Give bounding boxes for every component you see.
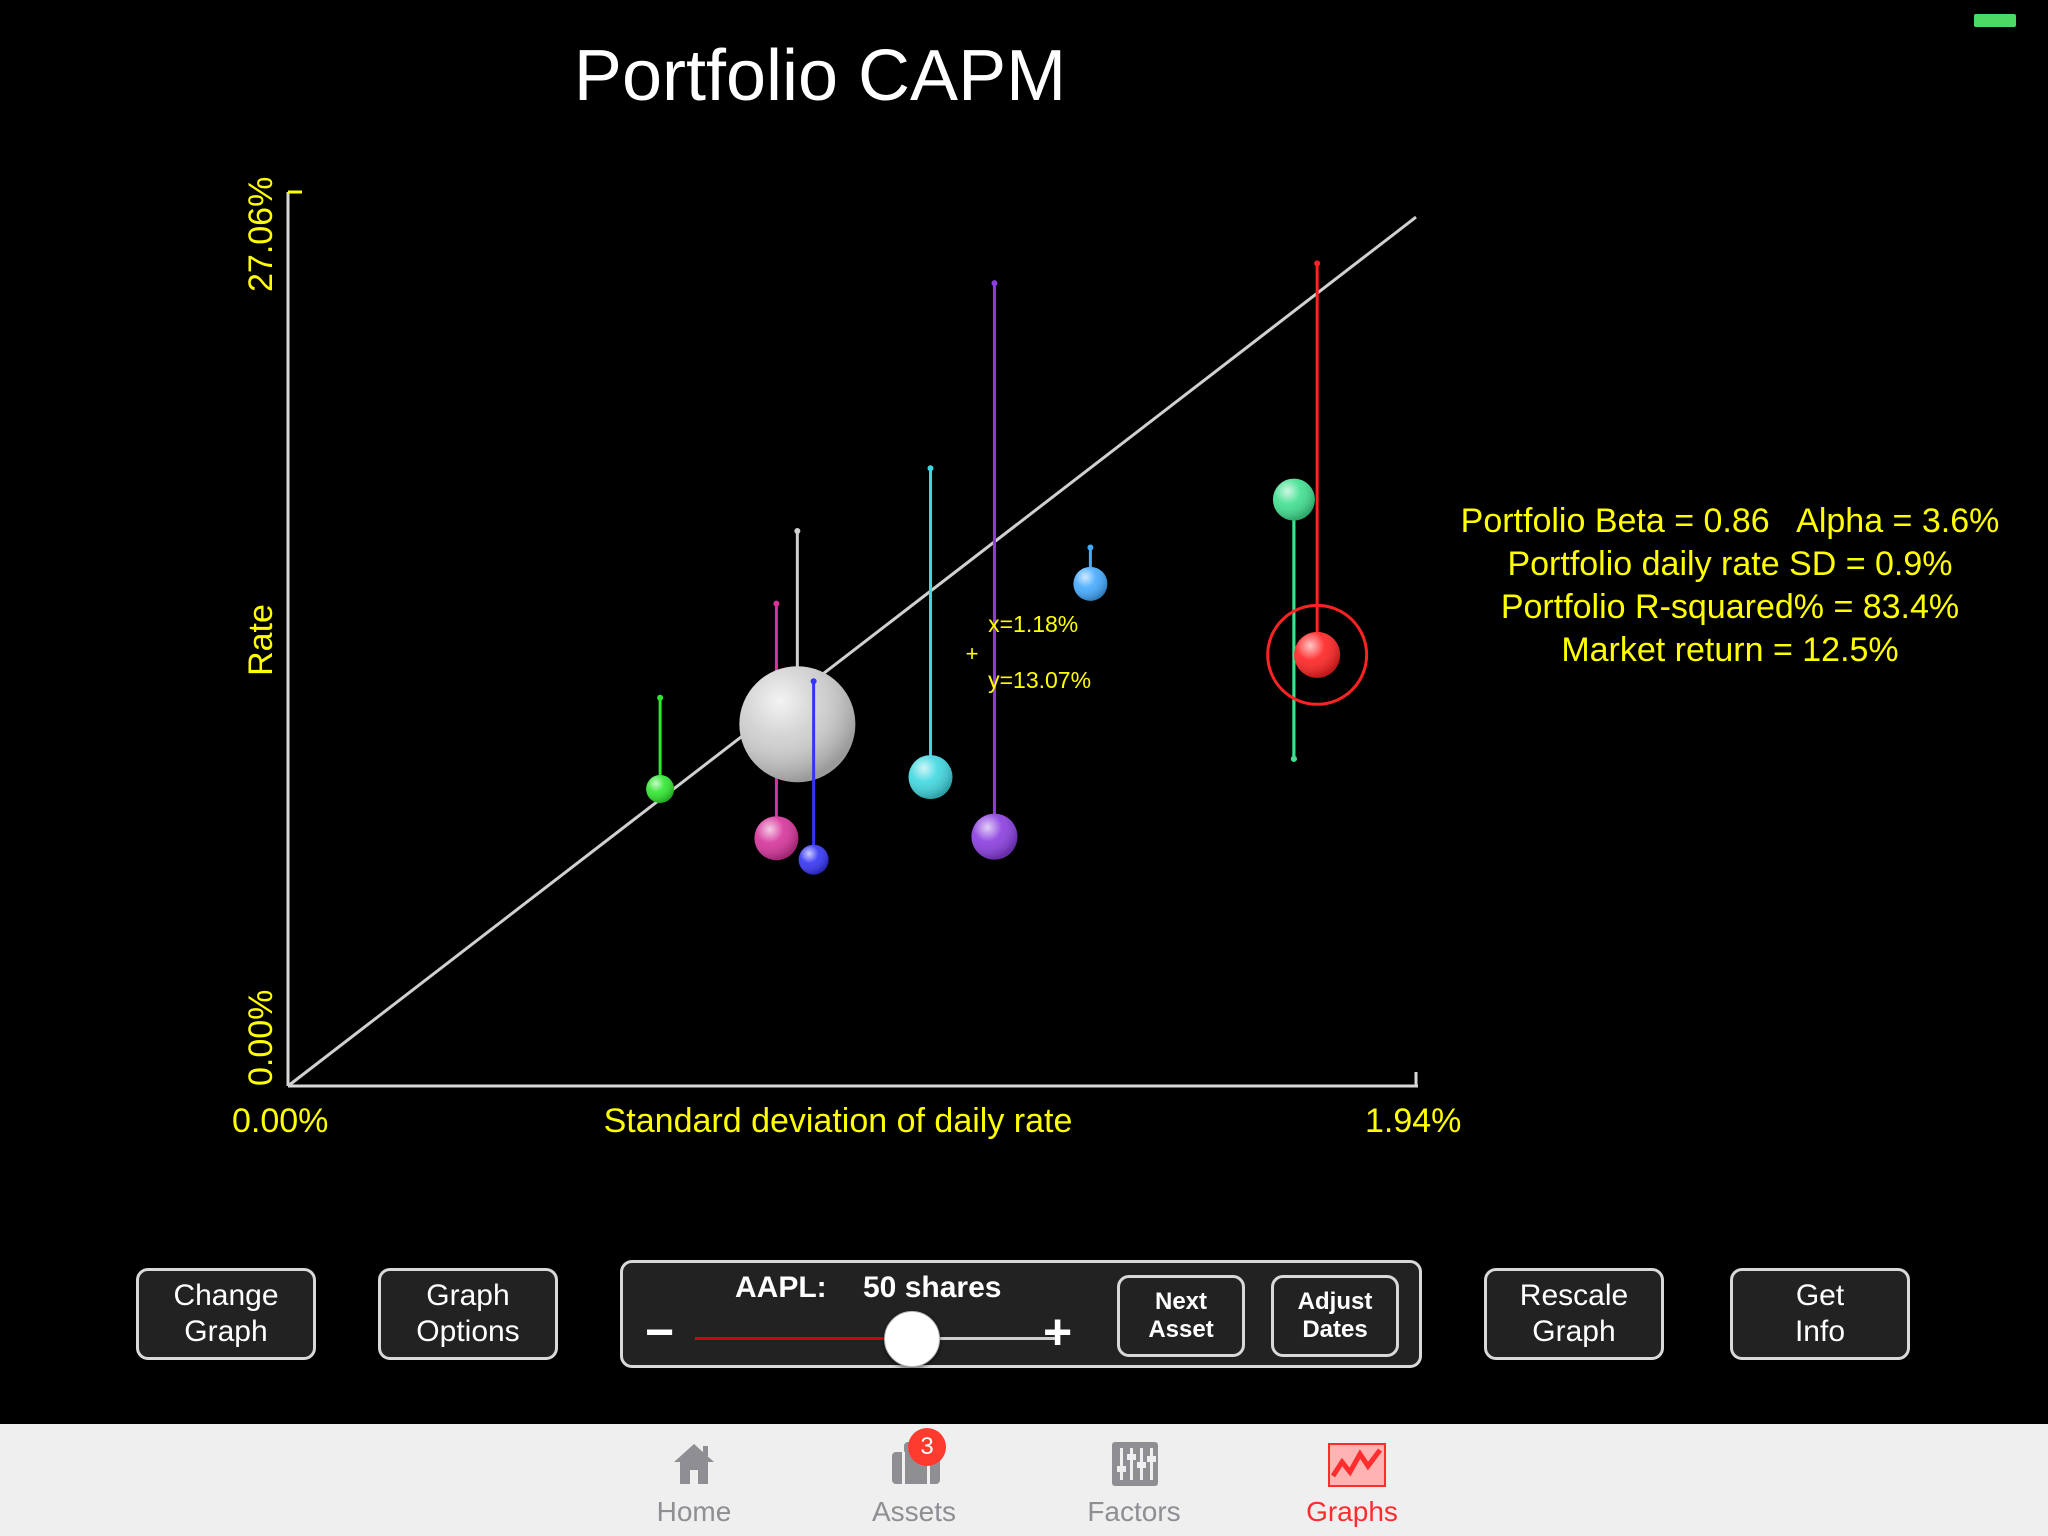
shares-slider-thumb[interactable]	[884, 1311, 940, 1367]
point-stem-end	[810, 678, 817, 685]
get-info-button[interactable]: Get Info	[1730, 1268, 1910, 1360]
rescale-label-2: Graph	[1532, 1315, 1616, 1348]
point-stem-end	[657, 694, 664, 701]
asset-point[interactable]	[798, 678, 829, 875]
change-graph-label-1: Change	[173, 1279, 279, 1312]
tab-home[interactable]: Home	[614, 1424, 774, 1536]
point-marker-shine	[739, 666, 856, 783]
asset-point[interactable]	[1272, 478, 1315, 762]
adjust-dates-label-2: Dates	[1302, 1316, 1368, 1343]
sliders-icon	[1112, 1442, 1158, 1486]
x-max-label: 1.94%	[1365, 1102, 1461, 1140]
point-marker-shine	[908, 755, 953, 800]
asset-point[interactable]	[1073, 544, 1108, 601]
adjust-dates-label-1: Adjust	[1297, 1288, 1373, 1315]
change-graph-button[interactable]: Change Graph	[136, 1268, 316, 1360]
point-marker-shine	[646, 774, 675, 803]
selected-ring	[1266, 603, 1369, 706]
point-stem-end	[927, 465, 934, 472]
graph-options-button[interactable]: Graph Options	[378, 1268, 558, 1360]
assets-badge: 3	[908, 1428, 946, 1466]
tab-factors[interactable]: Factors	[1054, 1424, 1214, 1536]
point-stem-end	[1087, 544, 1094, 551]
asset-point[interactable]	[739, 527, 856, 783]
next-asset-label-1: Next	[1154, 1288, 1208, 1315]
rescale-label-1: Rescale	[1519, 1279, 1629, 1312]
home-icon	[674, 1444, 714, 1484]
tab-assets[interactable]: 3 Assets	[834, 1424, 994, 1536]
next-asset-button[interactable]: Next Asset	[1117, 1275, 1245, 1357]
point-marker-shine	[1272, 478, 1315, 521]
point-marker-shine	[971, 813, 1018, 860]
tab-bar: Home 3 Assets Factors Graphs	[0, 1424, 2048, 1536]
point-stem-end	[773, 600, 780, 607]
point-stem-end	[794, 527, 801, 534]
security-market-line	[287, 215, 1417, 1088]
share-adjuster: AAPL: 50 shares − + Next Asset Adjust Da…	[620, 1260, 1422, 1368]
increase-shares-button[interactable]: +	[1043, 1304, 1073, 1360]
asset-point[interactable]	[971, 280, 1018, 860]
battery-indicator	[1974, 14, 2016, 27]
page-title: Portfolio CAPM	[573, 36, 1067, 116]
adjust-dates-button[interactable]: Adjust Dates	[1271, 1275, 1399, 1357]
portfolio-stats: Portfolio Beta = 0.86 Alpha = 3.6% Portf…	[1420, 500, 2040, 672]
decrease-shares-button[interactable]: −	[645, 1304, 675, 1360]
asset-point[interactable]	[646, 694, 675, 803]
rescale-graph-button[interactable]: Rescale Graph	[1484, 1268, 1664, 1360]
x-axis-label: Standard deviation of daily rate	[604, 1102, 1073, 1140]
point-marker-shine	[754, 816, 799, 861]
point-marker-shine	[798, 844, 829, 875]
point-marker-shine	[1073, 566, 1108, 601]
y-axis-label: Rate	[242, 604, 280, 676]
slider-track-empty	[911, 1337, 1055, 1340]
get-info-label-1: Get	[1795, 1279, 1845, 1312]
graph-options-label-1: Graph	[426, 1279, 510, 1312]
y-max-label: 27.06%	[242, 177, 280, 292]
tab-home-label: Home	[656, 1496, 732, 1527]
stats-r-squared: Portfolio R-squared% = 83.4%	[1500, 588, 1960, 626]
graph-options-label-2: Options	[416, 1315, 520, 1348]
stats-sd: Portfolio daily rate SD = 0.9%	[1507, 545, 1953, 583]
change-graph-label-2: Graph	[184, 1315, 268, 1348]
slider-track-filled	[695, 1337, 911, 1340]
point-stem-lower-end	[1290, 755, 1297, 762]
y-min-label: 0.00%	[242, 990, 280, 1086]
point-stem-end	[1314, 260, 1321, 267]
get-info-label-2: Info	[1794, 1315, 1846, 1348]
cursor-x-label: x=1.18%	[988, 611, 1078, 637]
asset-point[interactable]	[908, 465, 953, 800]
stats-market-return: Market return = 12.5%	[1561, 631, 1899, 669]
next-asset-label-2: Asset	[1148, 1316, 1214, 1343]
tab-graphs-label: Graphs	[1306, 1496, 1398, 1527]
point-stem-end	[991, 280, 998, 287]
graph-icon	[1328, 1443, 1386, 1487]
stats-beta-alpha: Portfolio Beta = 0.86 Alpha = 3.6%	[1460, 502, 2000, 540]
asset-points	[646, 260, 1369, 875]
x-min-label: 0.00%	[232, 1102, 328, 1140]
cursor-crosshair: +	[966, 641, 979, 666]
asset-point[interactable]	[1266, 260, 1369, 706]
tab-factors-label: Factors	[1087, 1496, 1181, 1527]
point-marker-shine	[1294, 631, 1341, 678]
asset-ticker-label: AAPL:	[735, 1271, 827, 1304]
tab-graphs[interactable]: Graphs	[1272, 1424, 1432, 1536]
shares-count-label: 50 shares	[863, 1271, 1002, 1304]
cursor-readout: + x=1.18% y=13.07%	[966, 611, 1091, 693]
cursor-y-label: y=13.07%	[988, 667, 1091, 693]
tab-assets-label: Assets	[871, 1496, 957, 1527]
